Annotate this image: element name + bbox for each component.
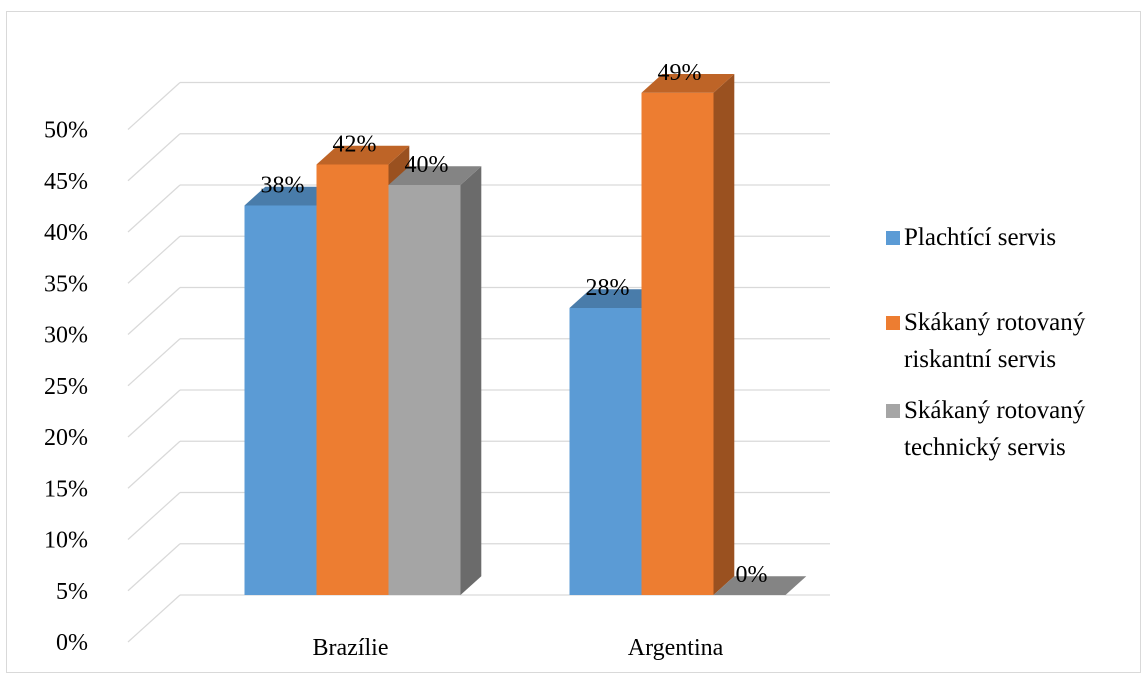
legend-swatch bbox=[886, 231, 900, 245]
y-tick-label: 50% bbox=[44, 118, 88, 144]
gridline-side bbox=[127, 440, 181, 489]
data-label: 49% bbox=[658, 60, 702, 86]
y-axis-ticks: 0% 5% 10% 15% 20% 25% 30% 35% 40% 45% 50% bbox=[44, 118, 88, 657]
bar-front bbox=[244, 205, 317, 595]
y-tick-label: 10% bbox=[44, 528, 88, 554]
gridline-side bbox=[127, 338, 181, 387]
gridline-side bbox=[127, 594, 181, 643]
bar-top bbox=[713, 576, 807, 595]
x-category-label: Argentina bbox=[628, 635, 724, 661]
legend-label: riskantní servis bbox=[904, 346, 1056, 373]
legend: Plachtící servis Skákaný rotovaný riskantn… bbox=[886, 224, 1086, 461]
y-tick-label: 0% bbox=[56, 630, 88, 656]
legend-label: Skákaný rotovaný bbox=[904, 397, 1086, 424]
y-tick-label: 30% bbox=[44, 323, 88, 349]
y-tick-label: 25% bbox=[44, 374, 88, 400]
legend-label: technický servis bbox=[904, 434, 1066, 461]
gridline-side bbox=[127, 184, 181, 233]
y-tick-label: 35% bbox=[44, 271, 88, 297]
data-label: 0% bbox=[736, 562, 768, 588]
legend-swatch bbox=[886, 316, 900, 330]
bar-front bbox=[316, 164, 389, 595]
legend-label: Plachtící servis bbox=[904, 224, 1056, 251]
x-axis-categories: Brazílie Argentina bbox=[313, 635, 724, 661]
x-category-label: Brazílie bbox=[313, 635, 389, 661]
gridline-side bbox=[127, 133, 181, 182]
gridline-side bbox=[127, 389, 181, 438]
bar-front bbox=[641, 92, 714, 595]
gridline-side bbox=[127, 235, 181, 284]
gridline-side bbox=[127, 82, 181, 130]
y-tick-label: 20% bbox=[44, 425, 88, 451]
bars bbox=[244, 73, 807, 595]
data-label: 40% bbox=[405, 152, 449, 178]
legend-swatch bbox=[886, 404, 900, 418]
data-labels: 38% 42% 40% 28% 49% 0% bbox=[261, 60, 768, 588]
y-tick-label: 45% bbox=[44, 169, 88, 195]
data-label: 42% bbox=[333, 132, 377, 158]
bar-front bbox=[388, 185, 461, 595]
bar-top bbox=[316, 145, 410, 165]
bar-side bbox=[713, 73, 735, 595]
gridline-side bbox=[127, 543, 181, 592]
gridline-side bbox=[127, 287, 181, 335]
bar-top bbox=[244, 186, 338, 206]
bar-front bbox=[569, 308, 642, 595]
data-label: 38% bbox=[261, 173, 305, 199]
bar-side bbox=[460, 166, 482, 595]
y-tick-label: 5% bbox=[56, 579, 88, 605]
gridline-side bbox=[127, 492, 181, 540]
bar-top bbox=[388, 166, 482, 185]
y-tick-label: 15% bbox=[44, 476, 88, 502]
y-tick-label: 40% bbox=[44, 220, 88, 246]
bar-top bbox=[569, 289, 663, 308]
data-label: 28% bbox=[586, 275, 630, 301]
bar-top bbox=[641, 73, 735, 93]
legend-label: Skákaný rotovaný bbox=[904, 309, 1086, 336]
